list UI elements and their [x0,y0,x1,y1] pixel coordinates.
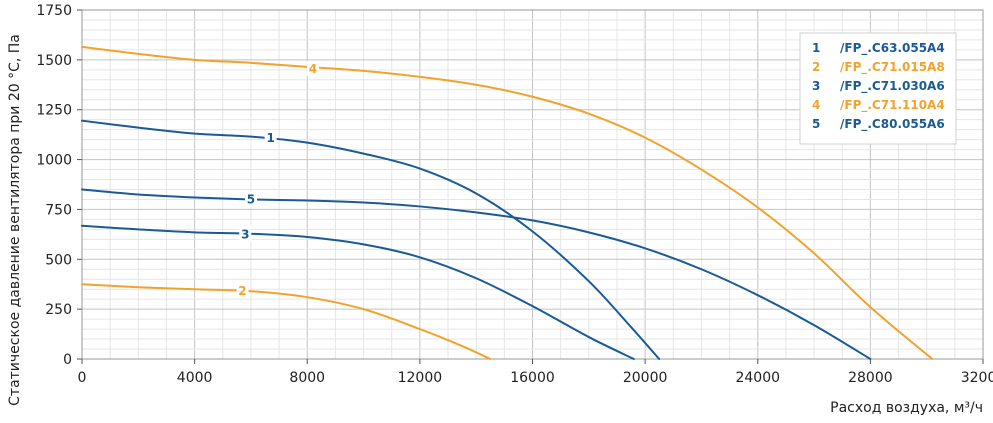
curve-label-bg [306,60,319,76]
curve-label-3: 3 [241,227,249,241]
curve-label-bg [239,226,252,242]
y-tick-label: 1750 [36,3,72,19]
legend-name-1: /FP_.C63.055A4 [840,41,945,56]
curve-1 [81,119,661,360]
x-tick-label: 12000 [398,370,443,386]
legend-number-4: 4 [812,98,820,112]
curve-label-1: 1 [266,131,274,145]
legend-number-3: 3 [812,79,820,93]
x-tick-label: 28000 [848,370,893,386]
legend-number-1: 1 [812,41,820,55]
curve-label-bg [236,283,249,299]
curve-label-4: 4 [309,62,317,76]
y-axis-label: Статическое давление вентилятора при 20 … [7,34,23,406]
y-tick-label: 0 [63,352,72,368]
y-tick-label: 1500 [36,53,72,69]
y-tick-label: 1000 [36,153,72,169]
curve-label-bg [264,130,277,146]
legend-number-5: 5 [812,117,820,131]
x-tick-label: 0 [78,370,87,386]
curve-5 [81,188,872,360]
curve-label-bg [244,191,257,207]
x-tick-label: 16000 [510,370,555,386]
curve-2 [81,283,492,360]
legend-number-2: 2 [812,60,820,74]
legend-name-2: /FP_.C71.015A8 [840,60,945,75]
curve-label-5: 5 [247,192,255,206]
curve-label-2: 2 [238,284,246,298]
curve-labels: 1 2 3 4 5 [236,60,319,299]
x-axis-label: Расход воздуха, м³/ч [830,400,983,416]
legend: 1/FP_.C63.055A4 2/FP_.C71.015A8 3/FP_.C71.… [799,32,957,145]
x-tick-label: 4000 [177,370,213,386]
x-tick-label: 20000 [623,370,668,386]
legend-name-3: /FP_.C71.030A6 [840,79,945,94]
y-tick-label: 250 [45,302,72,318]
legend-name-4: /FP_.C71.110A4 [840,98,945,113]
y-tick-label: 500 [45,252,72,268]
x-tick-label: 24000 [735,370,780,386]
curve-4 [81,45,934,360]
curve-3 [81,224,635,360]
legend-box [799,32,957,145]
x-tick-label: 8000 [289,370,325,386]
y-tick-label: 1250 [36,103,72,119]
grid [81,9,984,360]
y-tick-label: 750 [45,202,72,218]
legend-name-5: /FP_.C80.055A6 [840,117,945,132]
curves [81,45,934,360]
